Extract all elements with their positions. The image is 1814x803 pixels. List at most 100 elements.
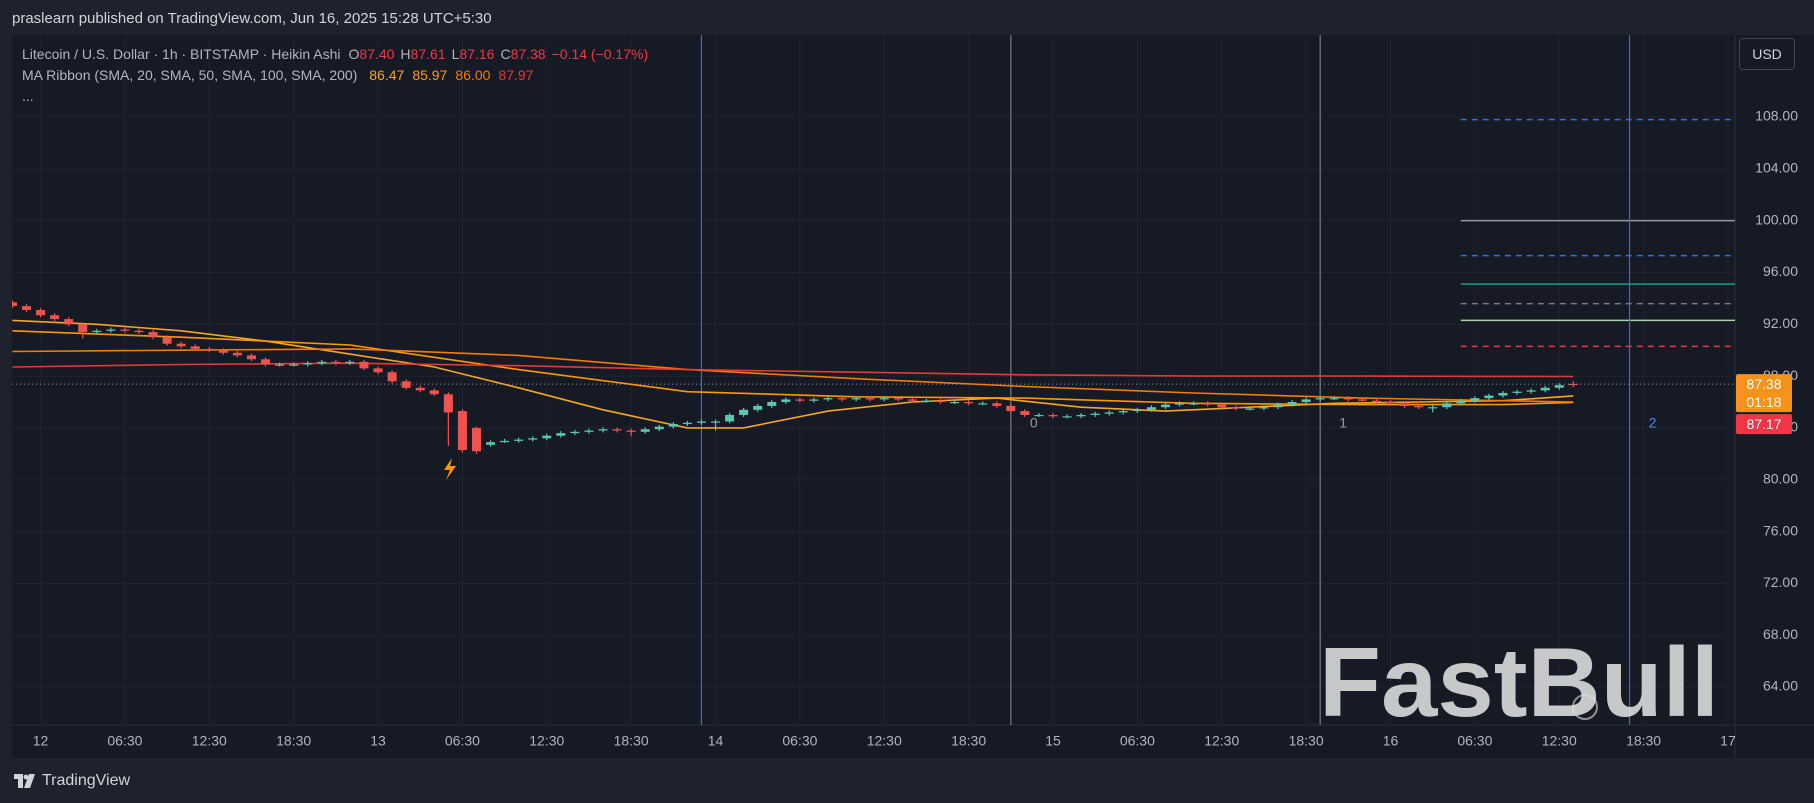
x-tick-label: 12:30 — [1542, 733, 1577, 749]
price-tag-label: 87.17 — [1746, 416, 1781, 432]
watermark-text: FastBull — [1319, 627, 1719, 737]
candle-body — [1414, 405, 1424, 408]
high-value: 87.61 — [410, 46, 446, 62]
x-tick-label: 12:30 — [192, 733, 227, 749]
candle-body — [1343, 398, 1353, 400]
candle-body — [1245, 408, 1255, 410]
footer: TradingView — [14, 772, 130, 790]
ma-value: 87.97 — [498, 67, 534, 83]
x-tick-label: 06:30 — [445, 733, 480, 749]
grid — [12, 35, 1735, 725]
candle-body — [1076, 414, 1086, 417]
candle-body — [64, 319, 74, 325]
candle-body — [50, 315, 60, 320]
y-tick-label: 76.00 — [1763, 522, 1798, 538]
candle-body — [682, 422, 692, 425]
y-tick-label: 100.00 — [1755, 211, 1798, 227]
x-tick-label: 18:30 — [1626, 733, 1661, 749]
candle-body — [1568, 383, 1578, 386]
candle-body — [36, 310, 46, 316]
candle-body — [795, 399, 805, 401]
candle-body — [654, 426, 664, 430]
x-tick-label: 12:30 — [867, 733, 902, 749]
candle-body — [668, 424, 678, 427]
symbol-name[interactable]: Litecoin / U.S. Dollar · 1h · BITSTAMP ·… — [22, 46, 341, 62]
legend-more[interactable]: ... — [22, 88, 34, 104]
y-tick-label: 104.00 — [1755, 160, 1798, 176]
candle-body — [1512, 391, 1522, 393]
candle-body — [443, 394, 453, 413]
candle-body — [1554, 385, 1564, 388]
candle-body — [1385, 402, 1395, 404]
x-tick-label: 18:30 — [1289, 733, 1324, 749]
indicator-row: MA Ribbon (SMA, 20, SMA, 50, SMA, 100, S… — [22, 65, 654, 86]
axes: 64.0068.0072.0076.0080.0084.0088.0092.00… — [33, 108, 1798, 749]
legend-symbol-row: Litecoin / U.S. Dollar · 1h · BITSTAMP ·… — [22, 44, 654, 65]
candle-body — [457, 411, 467, 450]
ma-value: 85.97 — [412, 67, 448, 83]
candle-body — [823, 398, 833, 400]
x-tick-label: 12:30 — [1204, 733, 1239, 749]
ma-value: 86.47 — [369, 67, 405, 83]
candle-body — [964, 402, 974, 404]
candle-body — [21, 306, 31, 311]
legend: Litecoin / U.S. Dollar · 1h · BITSTAMP ·… — [22, 44, 654, 107]
candle-body — [936, 400, 946, 403]
candle-body — [1231, 407, 1241, 409]
candle-body — [1020, 411, 1030, 415]
candle-body — [809, 399, 819, 401]
candle-body — [711, 421, 721, 423]
candle-body — [879, 398, 889, 400]
candle-body — [500, 440, 510, 443]
candle-body — [486, 442, 496, 445]
candle-body — [1090, 413, 1100, 415]
y-tick-label: 80.00 — [1763, 470, 1798, 486]
candle-body — [865, 398, 875, 400]
candle-body — [1175, 403, 1185, 405]
candles — [12, 300, 1578, 454]
price-tags: 87.38 01:18 87.17 — [1736, 374, 1792, 435]
close-key: C — [500, 46, 511, 62]
x-tick-label: 12 — [33, 733, 49, 749]
candle-body — [120, 329, 130, 331]
currency-button[interactable]: USD — [1739, 38, 1795, 70]
cycle-label: 1 — [1339, 415, 1347, 431]
candle-body — [471, 427, 481, 452]
publish-header: praslearn published on TradingView.com, … — [12, 10, 492, 27]
high-key: H — [400, 46, 411, 62]
cycle-label: 0 — [1030, 415, 1038, 431]
candle-body — [289, 364, 299, 366]
candle-body — [837, 398, 847, 400]
candle-body — [1442, 403, 1452, 408]
candle-body — [1400, 403, 1410, 406]
time-axis-background — [12, 725, 1735, 758]
y-tick-label: 72.00 — [1763, 574, 1798, 590]
candle-body — [12, 302, 17, 307]
x-tick-label: 06:30 — [1457, 733, 1492, 749]
candle-body — [992, 403, 1002, 406]
drawing-levels — [1460, 118, 1735, 348]
x-tick-label: 06:30 — [1120, 733, 1155, 749]
candle-body — [373, 368, 383, 373]
candle-body — [1470, 398, 1480, 401]
candle-body — [978, 403, 988, 405]
candle-body — [1456, 400, 1466, 404]
candle-body — [429, 390, 439, 395]
candle-body — [1104, 412, 1114, 414]
candle-body — [106, 329, 116, 331]
candle-body — [246, 355, 256, 360]
candle-body — [134, 330, 144, 333]
x-tick-label: 18:30 — [951, 733, 986, 749]
candle-body — [1371, 400, 1381, 403]
indicator-name[interactable]: MA Ribbon (SMA, 20, SMA, 50, SMA, 100, S… — [22, 67, 358, 83]
candle-body — [767, 402, 777, 406]
candle-body — [1189, 403, 1199, 405]
x-tick-label: 06:30 — [107, 733, 142, 749]
candle-body — [1146, 407, 1156, 410]
candle-body — [725, 414, 735, 422]
candle-body — [1357, 399, 1367, 401]
candle-body — [331, 361, 341, 364]
candle-body — [148, 332, 158, 338]
candle-body — [753, 405, 763, 410]
